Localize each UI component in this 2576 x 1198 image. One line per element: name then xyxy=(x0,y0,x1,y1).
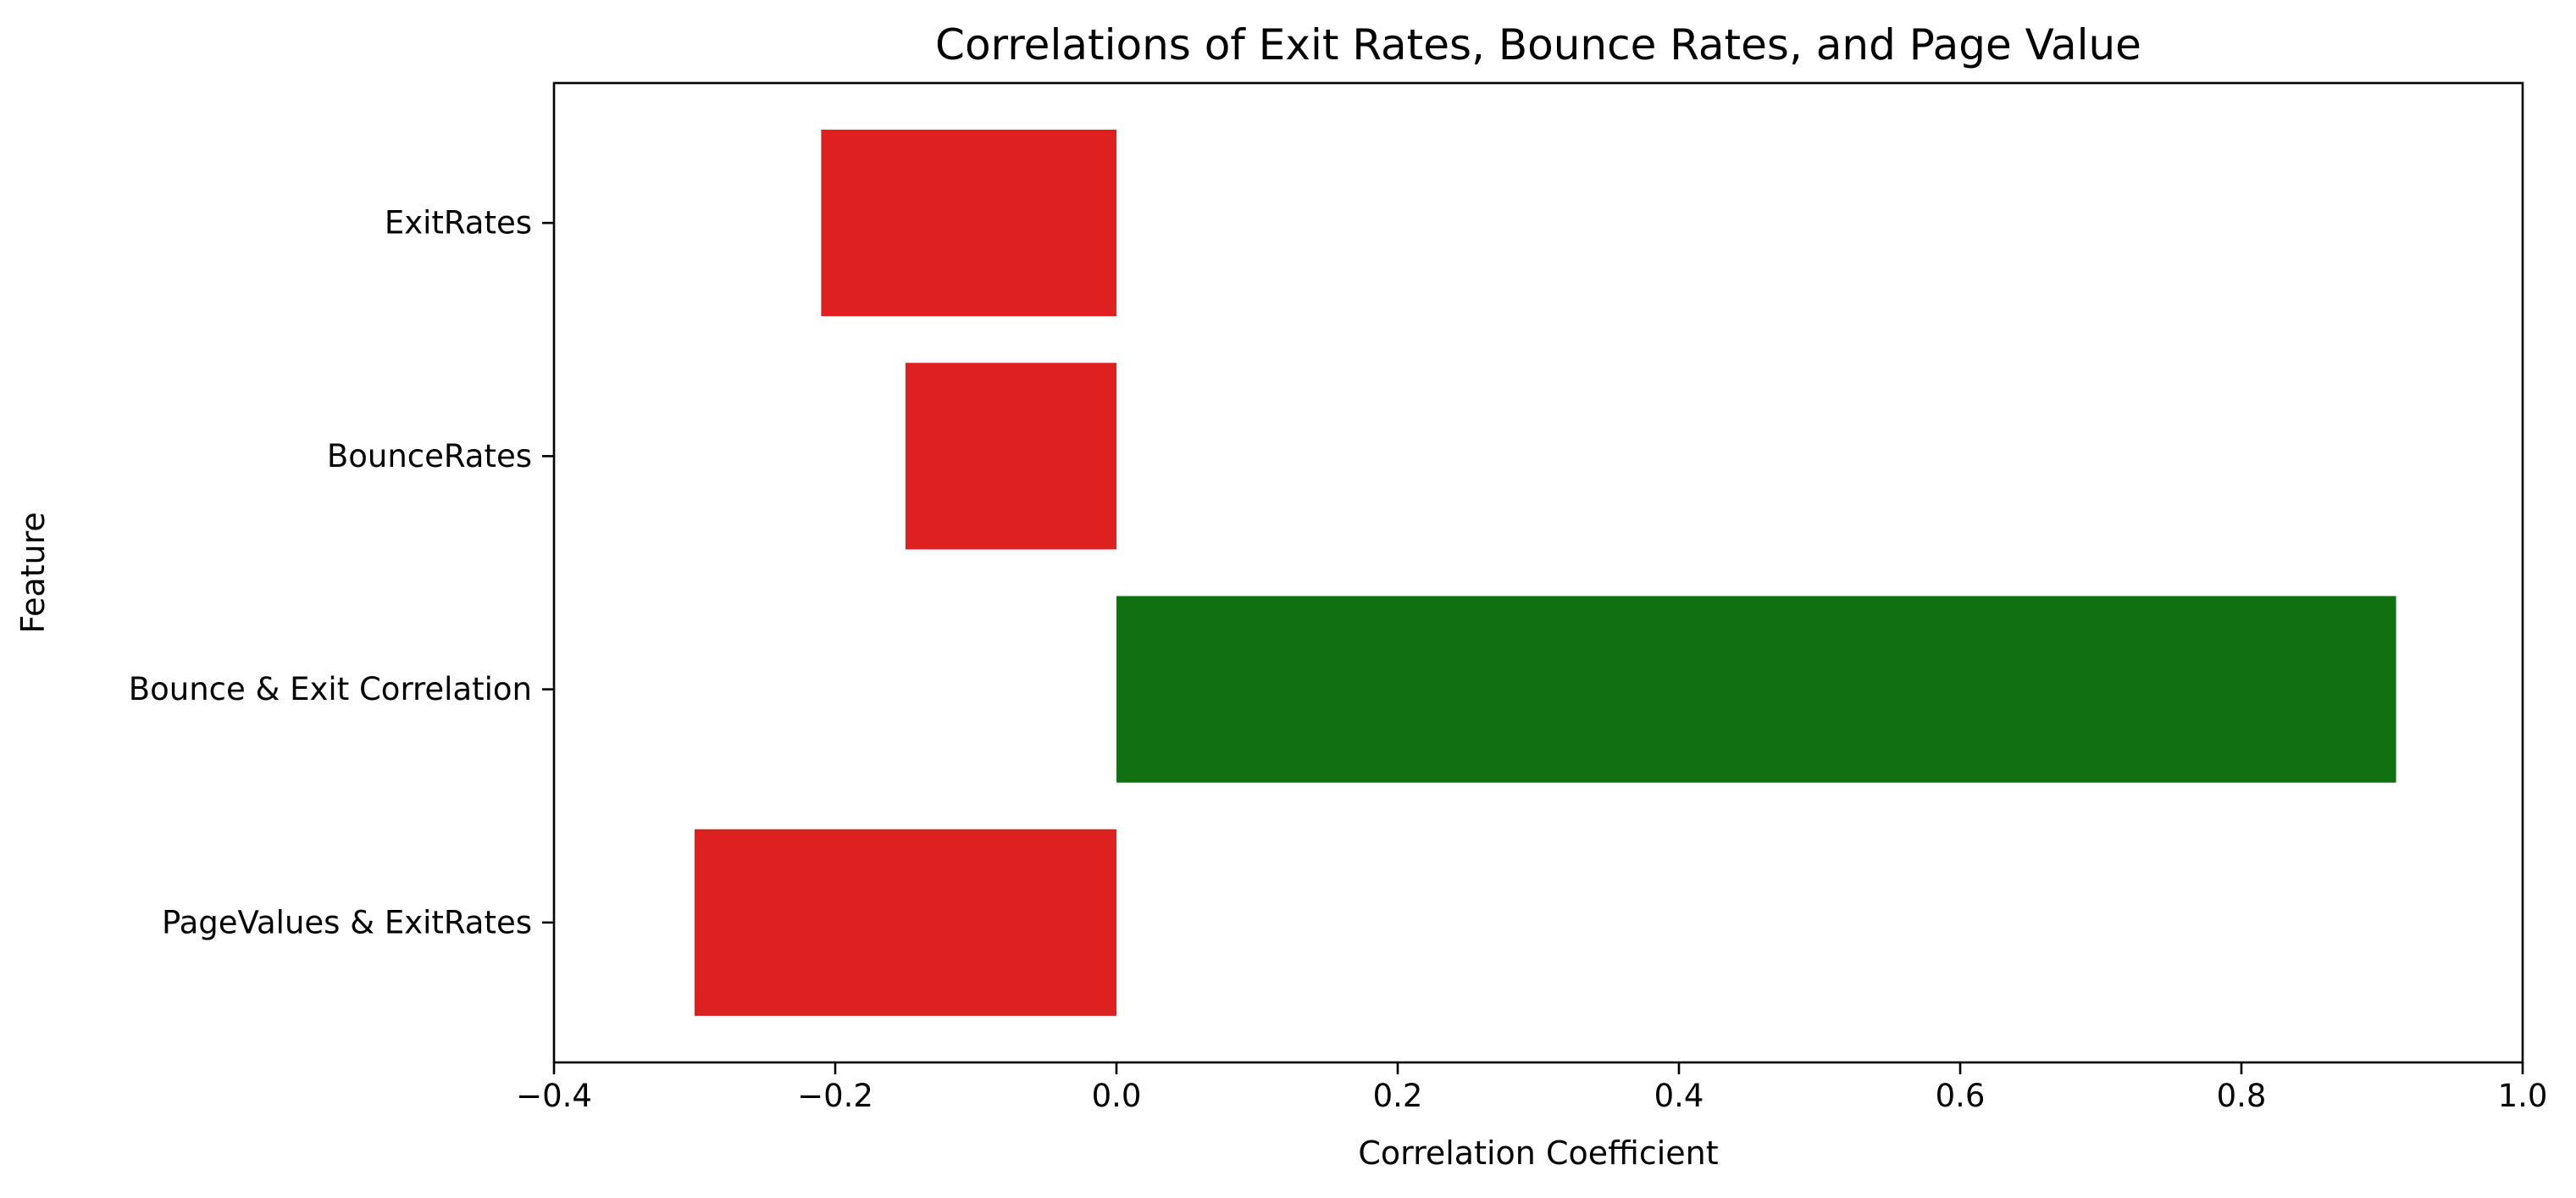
x-tick-label: 1.0 xyxy=(2498,1078,2548,1114)
y-tick-label: ExitRates xyxy=(385,205,532,241)
y-axis-label: Feature xyxy=(14,512,52,634)
x-tick-label: 0.4 xyxy=(1654,1078,1704,1114)
bar xyxy=(906,363,1116,550)
x-axis-label: Correlation Coefficient xyxy=(1358,1134,1718,1172)
chart-title: Correlations of Exit Rates, Bounce Rates… xyxy=(935,20,2141,69)
bars-layer xyxy=(695,130,2396,1016)
y-axis: ExitRates BounceRates Bounce & Exit Correl… xyxy=(129,205,554,940)
bar xyxy=(695,829,1116,1016)
x-tick-label: 0.0 xyxy=(1092,1078,1142,1114)
x-tick-label: −0.4 xyxy=(516,1078,592,1114)
x-tick-label: 0.8 xyxy=(2217,1078,2267,1114)
bar xyxy=(821,130,1116,317)
plot-frame xyxy=(552,81,2524,1064)
x-tick-label: 0.6 xyxy=(1936,1078,1986,1114)
x-axis: −0.4 −0.2 0.0 0.2 0.4 0.6 0.8 1.0 xyxy=(516,1062,2547,1114)
y-tick-label: PageValues & ExitRates xyxy=(162,904,532,940)
y-tick-label: Bounce & Exit Correlation xyxy=(129,671,532,707)
y-tick-label: BounceRates xyxy=(327,438,532,474)
bar xyxy=(1116,596,2396,783)
x-tick-label: 0.2 xyxy=(1373,1078,1423,1114)
x-tick-label: −0.2 xyxy=(797,1078,873,1114)
